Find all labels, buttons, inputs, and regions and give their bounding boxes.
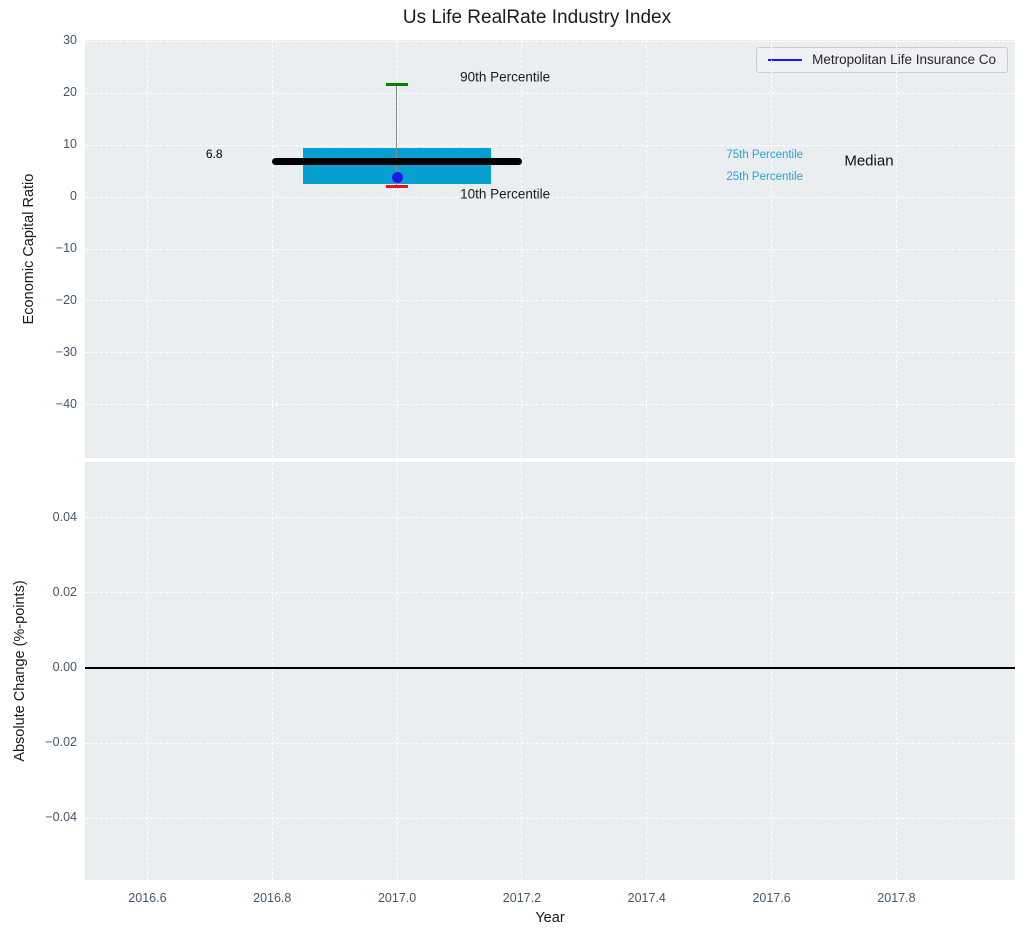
gridline-horizontal — [85, 517, 1015, 519]
cap-10th-percentile — [386, 185, 408, 189]
annotation-75th-percentile: 75th Percentile — [726, 148, 804, 161]
y-tick-label-top: 0 — [70, 189, 77, 203]
gridline-horizontal — [85, 592, 1015, 594]
annotation-90th-percentile: 90th Percentile — [460, 69, 551, 85]
top-axes: Metropolitan Life Insurance Co 90th Perc… — [85, 40, 1015, 458]
x-axis-label: Year — [535, 910, 565, 926]
y-tick-label-top: −20 — [55, 292, 77, 307]
y-tick-label-bottom: 0.00 — [52, 659, 77, 674]
legend-label: Metropolitan Life Insurance Co — [812, 52, 996, 67]
gridline-vertical — [146, 462, 148, 880]
gridline-horizontal — [85, 40, 1015, 42]
y-tick-label-bottom: −0.02 — [45, 735, 77, 750]
x-tick-label: 2017.8 — [877, 891, 916, 905]
x-tick-label: 2016.6 — [128, 891, 167, 905]
y-tick-label-top: −40 — [55, 396, 77, 411]
legend: Metropolitan Life Insurance Co — [756, 47, 1008, 73]
whisker-line — [396, 84, 398, 187]
gridline-horizontal — [85, 352, 1015, 354]
cap-90th-percentile — [386, 82, 408, 86]
x-tick-label: 2017.0 — [377, 891, 417, 905]
gridline-vertical — [895, 462, 897, 880]
bottom-axes — [85, 462, 1015, 880]
gridline-vertical — [646, 462, 648, 880]
zero-line — [85, 666, 1015, 669]
annotation-median: Median — [844, 152, 894, 170]
gridline-horizontal — [85, 144, 1015, 146]
y-tick-label-top: −30 — [55, 344, 77, 359]
x-tick-label: 2017.4 — [627, 891, 666, 905]
y-tick-label-top: 20 — [63, 85, 77, 100]
x-tick-label: 2016.8 — [253, 891, 292, 905]
gridline-horizontal — [85, 196, 1015, 198]
y-tick-label-bottom: 0.02 — [52, 584, 77, 599]
x-tick-label: 2017.2 — [502, 891, 542, 905]
y-tick-label-top: 30 — [63, 33, 77, 48]
gridline-vertical — [271, 462, 273, 880]
y-tick-label-top: 10 — [63, 137, 77, 152]
gridline-horizontal — [85, 742, 1015, 744]
legend-line-swatch — [768, 58, 803, 61]
company-point — [391, 171, 403, 183]
gridline-horizontal — [85, 92, 1015, 94]
median-line — [272, 158, 522, 166]
annotation-25th-percentile: 25th Percentile — [726, 170, 804, 183]
chart-title: Us Life RealRate Industry Index — [402, 7, 672, 28]
gridline-horizontal — [85, 300, 1015, 302]
y-tick-label-bottom: 0.04 — [52, 509, 77, 524]
y-tick-label-top: −10 — [55, 241, 77, 255]
gridline-horizontal — [85, 248, 1015, 250]
gridline-vertical — [771, 462, 773, 880]
y-tick-label-bottom: −0.04 — [45, 810, 77, 825]
annotation-6-8: 6.8 — [205, 146, 223, 161]
annotation-10th-percentile: 10th Percentile — [460, 186, 551, 202]
gridline-vertical — [521, 462, 523, 880]
gridline-horizontal — [85, 817, 1015, 819]
x-tick-label: 2017.6 — [752, 891, 791, 905]
gridline-horizontal — [85, 404, 1015, 406]
gridline-vertical — [396, 462, 398, 880]
